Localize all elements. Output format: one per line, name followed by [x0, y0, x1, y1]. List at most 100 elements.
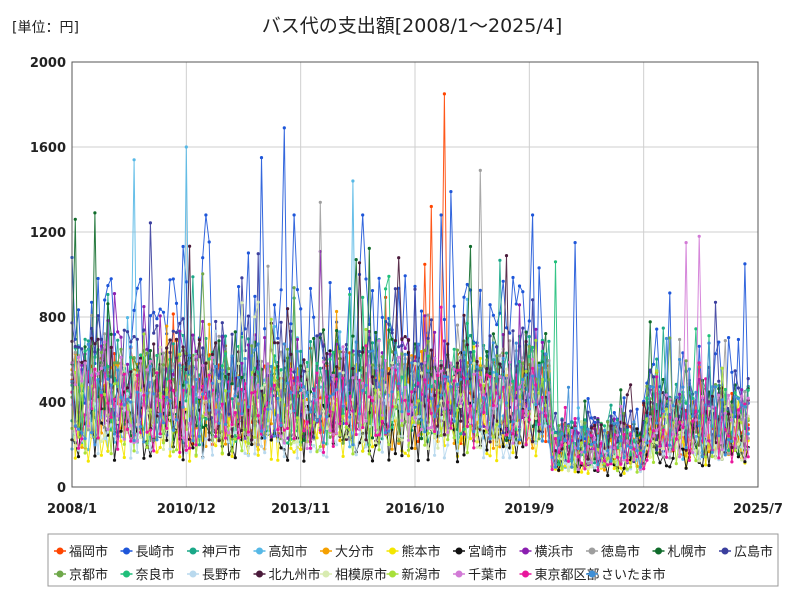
- data-point: [439, 305, 443, 309]
- data-point: [664, 435, 669, 439]
- data-point: [452, 441, 456, 445]
- data-point: [482, 424, 486, 428]
- data-point: [478, 366, 482, 370]
- data-point: [586, 427, 590, 431]
- data-point: [246, 454, 250, 458]
- data-point: [406, 338, 411, 342]
- data-point: [230, 332, 234, 336]
- data-point: [171, 450, 175, 454]
- data-point: [472, 372, 476, 376]
- data-point: [547, 425, 551, 429]
- data-point: [442, 339, 446, 343]
- data-point: [619, 427, 623, 431]
- data-point: [384, 431, 388, 435]
- data-point: [406, 409, 411, 413]
- data-point: [648, 430, 652, 434]
- data-point: [135, 337, 139, 341]
- data-point: [279, 446, 283, 450]
- data-point: [364, 327, 368, 332]
- data-point: [668, 291, 672, 295]
- data-point: [635, 407, 639, 411]
- data-point: [292, 213, 296, 217]
- data-point: [678, 357, 682, 362]
- data-point: [661, 326, 665, 330]
- data-point: [642, 438, 646, 442]
- data-point: [295, 337, 299, 342]
- data-point: [204, 412, 208, 417]
- data-point: [145, 351, 149, 355]
- legend-marker: [123, 547, 130, 555]
- data-point: [619, 388, 623, 392]
- data-point: [276, 428, 280, 432]
- data-point: [253, 372, 257, 376]
- data-point: [93, 350, 97, 354]
- data-point: [723, 339, 727, 343]
- data-point: [214, 319, 218, 324]
- data-point: [612, 417, 616, 421]
- data-point: [521, 409, 525, 413]
- data-point: [700, 396, 705, 400]
- data-point: [403, 451, 407, 455]
- data-point: [625, 393, 629, 397]
- data-point: [80, 431, 84, 435]
- data-point: [580, 461, 584, 465]
- data-point: [223, 422, 228, 426]
- data-point: [452, 419, 456, 423]
- data-point: [455, 348, 460, 352]
- data-point: [73, 456, 77, 460]
- data-point: [122, 437, 126, 441]
- data-point: [325, 352, 329, 356]
- data-point: [433, 415, 437, 419]
- data-point: [132, 308, 136, 312]
- data-point: [201, 272, 205, 276]
- data-point: [531, 446, 535, 450]
- data-point: [619, 439, 623, 443]
- data-point: [315, 371, 319, 375]
- data-point: [566, 459, 571, 463]
- data-point: [540, 340, 545, 345]
- data-point: [455, 449, 460, 453]
- data-point: [80, 379, 84, 383]
- data-point: [148, 428, 152, 432]
- data-point: [158, 445, 162, 450]
- data-point: [286, 441, 290, 445]
- data-point: [485, 448, 489, 452]
- data-point: [704, 463, 708, 467]
- data-point: [361, 213, 365, 217]
- data-point: [547, 359, 551, 363]
- data-point: [593, 466, 597, 470]
- data-point: [377, 448, 381, 452]
- data-point: [482, 396, 486, 400]
- data-point: [315, 334, 319, 338]
- data-point: [158, 412, 162, 416]
- data-point: [531, 357, 535, 361]
- data-point: [380, 368, 384, 372]
- data-point: [237, 376, 241, 380]
- data-point: [733, 395, 737, 399]
- data-point: [331, 408, 335, 412]
- data-point: [410, 446, 414, 450]
- data-point: [335, 443, 339, 447]
- data-point: [139, 435, 143, 440]
- data-point: [645, 441, 649, 445]
- data-point: [204, 396, 208, 400]
- data-point: [188, 244, 192, 248]
- data-point: [341, 414, 345, 418]
- data-point: [459, 377, 463, 381]
- data-point: [351, 367, 355, 371]
- data-point: [158, 345, 162, 349]
- data-point: [165, 438, 169, 442]
- data-point: [462, 350, 466, 355]
- data-point: [191, 353, 195, 357]
- data-point: [276, 336, 280, 340]
- y-axis: 0 400 800 1200 1600 2000: [30, 56, 66, 496]
- data-point: [168, 447, 172, 451]
- data-point: [560, 418, 564, 422]
- data-point: [237, 285, 241, 289]
- data-point: [282, 428, 286, 432]
- data-point: [125, 386, 130, 390]
- data-point: [455, 368, 460, 372]
- data-point: [531, 366, 535, 370]
- data-point: [279, 320, 283, 324]
- data-point: [380, 450, 384, 454]
